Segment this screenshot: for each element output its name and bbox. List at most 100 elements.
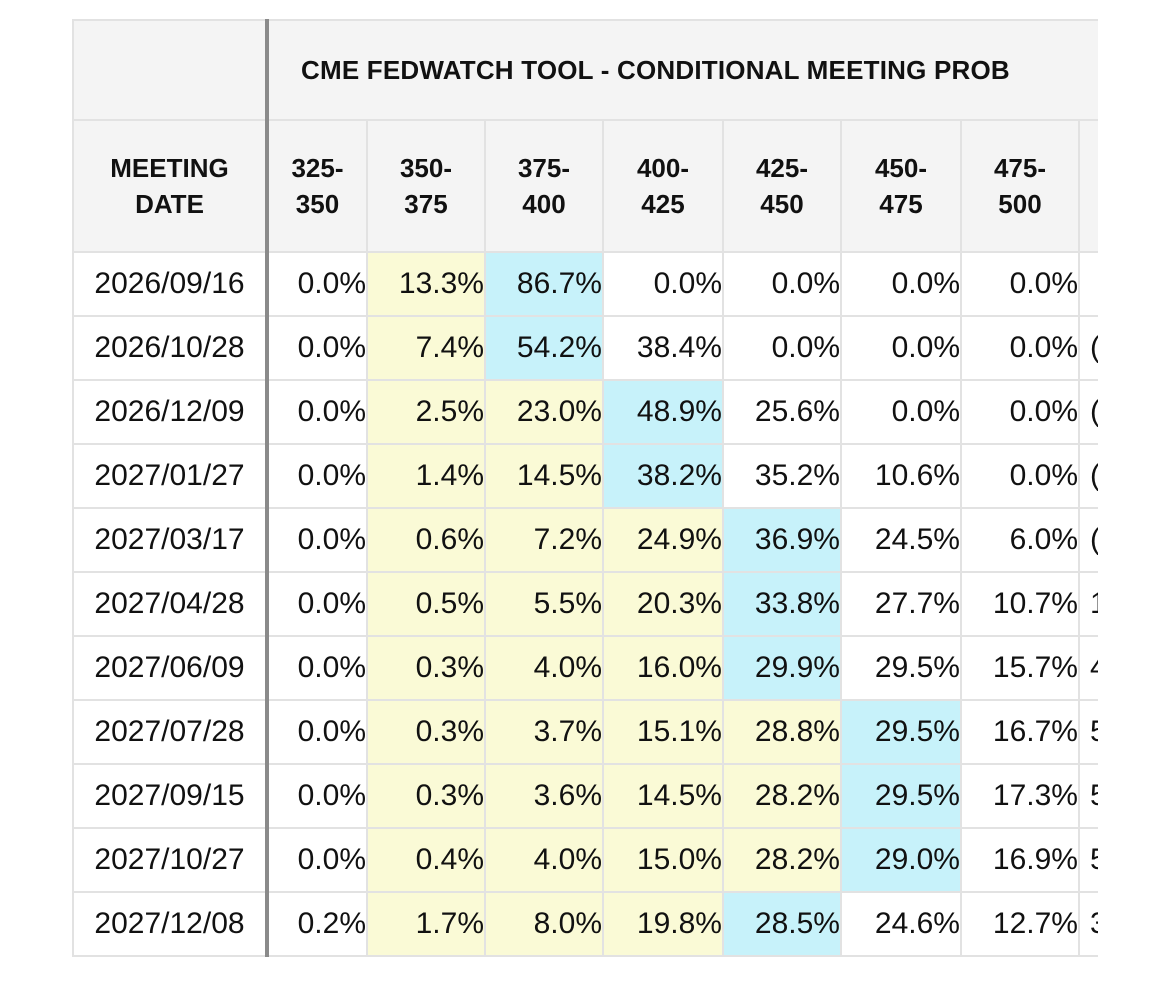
probability-cell: 28.2% (722, 827, 842, 893)
table-body: 2026/09/16 0.0% 13.3% 86.7% 0.0% 0.0% 0.0% 0.0%… (72, 251, 1098, 957)
probability-cell: 0.0% (722, 315, 842, 381)
probability-cell: 0.3% (366, 635, 486, 701)
rate-range-high: 375 (404, 189, 448, 219)
probability-cell: 24.6% (840, 891, 962, 957)
probability-cell: 0.0% (266, 251, 368, 317)
probability-cell: 4.0% (484, 635, 604, 701)
rate-range-low: 325- (291, 153, 344, 183)
table-row: 2026/09/16 0.0% 13.3% 86.7% 0.0% 0.0% 0.0% 0.0% (72, 251, 1098, 317)
rate-range-high: 400 (522, 189, 566, 219)
probability-cell: 16.0% (602, 635, 724, 701)
probability-cell: 0.0% (266, 635, 368, 701)
probability-cell: 54.2% (484, 315, 604, 381)
rate-range-header: 475- 500 (960, 119, 1080, 253)
probability-cell: 0.0% (840, 315, 962, 381)
probability-cell: 19.8% (602, 891, 724, 957)
probability-cell: ( (1078, 507, 1098, 573)
probability-cell: 13.3% (366, 251, 486, 317)
probability-cell: 0.0% (960, 315, 1080, 381)
probability-cell: 15.1% (602, 699, 724, 765)
probability-cell: 0.3% (366, 763, 486, 829)
table-title: CME FEDWATCH TOOL - CONDITIONAL MEETING … (266, 19, 1098, 121)
probability-cell: 8.0% (484, 891, 604, 957)
table-row: 2027/12/08 0.2% 1.7% 8.0% 19.8% 28.5% 24.6% 12.… (72, 891, 1098, 957)
fedwatch-table-container: CME FEDWATCH TOOL - CONDITIONAL MEETING … (72, 19, 1098, 961)
probability-cell: 23.0% (484, 379, 604, 445)
probability-cell: 16.9% (960, 827, 1080, 893)
probability-cell: 24.9% (602, 507, 724, 573)
probability-cell: 3.6% (484, 763, 604, 829)
table-row: 2027/06/09 0.0% 0.3% 4.0% 16.0% 29.9% 29.5% 15.… (72, 635, 1098, 701)
probability-cell: 0.0% (266, 699, 368, 765)
probability-cell: 25.6% (722, 379, 842, 445)
title-row: CME FEDWATCH TOOL - CONDITIONAL MEETING … (72, 19, 1098, 121)
rate-range-low: 350- (399, 153, 453, 183)
probability-cell: 0.0% (960, 443, 1080, 509)
probability-cell: 29.5% (840, 699, 962, 765)
probability-cell: 3.7% (484, 699, 604, 765)
table-row: 2027/10/27 0.0% 0.4% 4.0% 15.0% 28.2% 29.0% 16.… (72, 827, 1098, 893)
probability-cell: 29.0% (840, 827, 962, 893)
probability-cell: 0.4% (366, 827, 486, 893)
meeting-date-cell: 2027/07/28 (72, 699, 269, 765)
rate-range-low: 375- (517, 153, 571, 183)
rate-range-header: 400- 425 (602, 119, 724, 253)
probability-cell: 24.5% (840, 507, 962, 573)
probability-cell: 20.3% (602, 571, 724, 637)
probability-cell: 10.6% (840, 443, 962, 509)
column-header-row: MEETING DATE 325- 350 350- 375 375- 400 400- 42… (72, 119, 1098, 253)
probability-cell: 5.5% (484, 571, 604, 637)
probability-cell: 16.7% (960, 699, 1080, 765)
probability-cell: 7.4% (366, 315, 486, 381)
table-row: 2027/03/17 0.0% 0.6% 7.2% 24.9% 36.9% 24.5% 6.0… (72, 507, 1098, 573)
probability-cell: 5 (1078, 699, 1098, 765)
probability-cell: 14.5% (602, 763, 724, 829)
probability-cell: 5 (1078, 763, 1098, 829)
probability-cell: 5 (1078, 827, 1098, 893)
probability-cell: 0.0% (722, 251, 842, 317)
meeting-date-header: MEETING DATE (72, 119, 269, 253)
rate-range-low: 450- (874, 153, 928, 183)
meeting-date-cell: 2026/09/16 (72, 251, 269, 317)
meeting-date-cell: 2027/04/28 (72, 571, 269, 637)
probability-cell: 29.9% (722, 635, 842, 701)
probability-cell: 7.2% (484, 507, 604, 573)
probability-cell: 14.5% (484, 443, 604, 509)
probability-cell: 4.0% (484, 827, 604, 893)
rate-range-high: 350 (295, 189, 340, 219)
probability-cell: 0.0% (266, 507, 368, 573)
probability-cell: 29.5% (840, 763, 962, 829)
probability-cell: 1 (1078, 571, 1098, 637)
probability-cell: 0.0% (960, 251, 1080, 317)
meeting-date-header-line1: MEETING (110, 153, 229, 183)
meeting-date-header-line2: DATE (135, 189, 204, 219)
probability-cell: 0.0% (266, 827, 368, 893)
meeting-date-cell: 2027/12/08 (72, 891, 269, 957)
probability-cell: 6.0% (960, 507, 1080, 573)
probability-cell: 36.9% (722, 507, 842, 573)
probability-cell: 15.0% (602, 827, 724, 893)
rate-range-header: 375- 400 (484, 119, 604, 253)
probability-cell: ( (1078, 443, 1098, 509)
probability-cell: 27.7% (840, 571, 962, 637)
probability-cell: 0.3% (366, 699, 486, 765)
probability-cell: 12.7% (960, 891, 1080, 957)
probability-cell: 15.7% (960, 635, 1080, 701)
meeting-date-cell: 2027/06/09 (72, 635, 269, 701)
rate-range-low: 425- (755, 153, 809, 183)
probability-cell (1078, 251, 1098, 317)
meeting-date-cell: 2027/01/27 (72, 443, 269, 509)
probability-cell: 0.0% (266, 315, 368, 381)
probability-cell: 0.0% (840, 251, 962, 317)
probability-cell: 0.6% (366, 507, 486, 573)
rate-range-low: 400- (636, 153, 690, 183)
probability-table: CME FEDWATCH TOOL - CONDITIONAL MEETING … (72, 19, 1098, 957)
probability-cell: 1.4% (366, 443, 486, 509)
rate-range-header: 425- 450 (722, 119, 842, 253)
meeting-date-cell: 2026/10/28 (72, 315, 269, 381)
rate-range-high: 475 (879, 189, 923, 219)
probability-cell: 29.5% (840, 635, 962, 701)
table-row: 2027/04/28 0.0% 0.5% 5.5% 20.3% 33.8% 27.7% 10.… (72, 571, 1098, 637)
probability-cell: 35.2% (722, 443, 842, 509)
rate-range-high: 425 (641, 189, 685, 219)
